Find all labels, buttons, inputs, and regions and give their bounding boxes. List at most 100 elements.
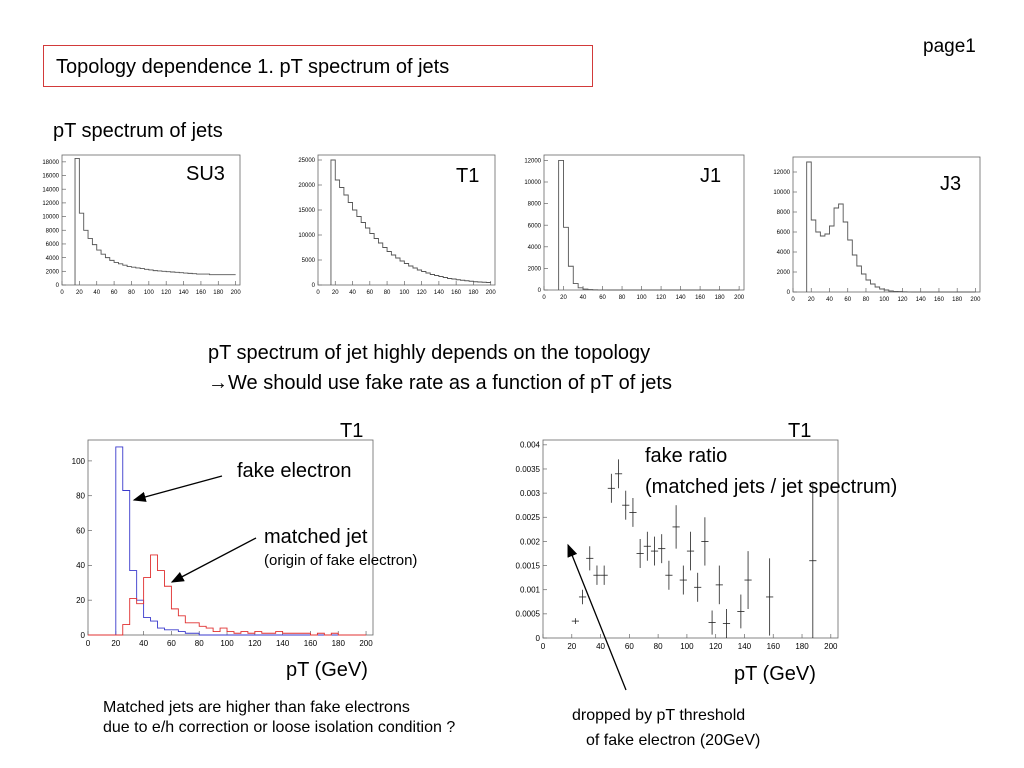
x-tick-label: 0 bbox=[541, 642, 546, 651]
x-tick-label: 160 bbox=[196, 290, 207, 296]
x-tick-label: 120 bbox=[897, 297, 908, 303]
x-tick-label: 180 bbox=[795, 642, 809, 651]
x-tick-label: 20 bbox=[567, 642, 576, 651]
x-tick-label: 120 bbox=[656, 295, 667, 301]
x-tick-label: 200 bbox=[734, 295, 745, 301]
y-tick-label: 0.001 bbox=[520, 586, 541, 595]
threshold-note-line-1: dropped by pT threshold bbox=[572, 707, 745, 724]
overlay-x-axis-label: pT (GeV) bbox=[286, 659, 368, 681]
y-tick-label: 100 bbox=[72, 457, 86, 466]
y-tick-label: 2000 bbox=[777, 270, 791, 276]
y-tick-label: 0.0025 bbox=[516, 513, 541, 522]
x-tick-label: 100 bbox=[144, 290, 155, 296]
x-tick-label: 40 bbox=[349, 290, 356, 296]
x-tick-label: 0 bbox=[791, 297, 795, 303]
panel-label-su3: SU3 bbox=[186, 163, 225, 185]
conclusion-line-2-text: We should use fake rate as a function of… bbox=[228, 372, 672, 394]
ratio-x-axis-label: pT (GeV) bbox=[734, 663, 816, 685]
x-tick-label: 60 bbox=[366, 290, 373, 296]
y-tick-label: 80 bbox=[76, 492, 85, 501]
x-tick-label: 0 bbox=[542, 295, 546, 301]
panel-label-t1: T1 bbox=[456, 165, 479, 187]
y-tick-label: 12000 bbox=[773, 170, 790, 176]
x-tick-label: 60 bbox=[111, 290, 118, 296]
chart-frame bbox=[317, 154, 496, 286]
section-heading: pT spectrum of jets bbox=[53, 120, 223, 142]
x-tick-label: 60 bbox=[599, 295, 606, 301]
x-tick-label: 100 bbox=[399, 290, 410, 296]
x-tick-label: 180 bbox=[715, 295, 726, 301]
histogram-series-1 bbox=[88, 446, 367, 636]
x-tick-label: 200 bbox=[486, 290, 497, 296]
y-tick-label: 16000 bbox=[42, 174, 59, 180]
x-tick-label: 160 bbox=[451, 290, 462, 296]
x-tick-label: 140 bbox=[738, 642, 752, 651]
fake-ratio-sub-label: (matched jets / jet spectrum) bbox=[645, 476, 897, 498]
y-tick-label: 0 bbox=[536, 634, 541, 643]
y-tick-label: 0 bbox=[56, 283, 60, 289]
x-tick-label: 200 bbox=[970, 297, 981, 303]
x-tick-label: 20 bbox=[111, 639, 120, 648]
page-number: page1 bbox=[923, 36, 976, 57]
ratio-chart-title: T1 bbox=[788, 420, 811, 442]
chart-frame bbox=[542, 439, 839, 639]
x-tick-label: 120 bbox=[161, 290, 172, 296]
y-tick-label: 6000 bbox=[777, 230, 791, 236]
x-tick-label: 180 bbox=[332, 639, 346, 648]
x-tick-label: 200 bbox=[824, 642, 838, 651]
x-tick-label: 120 bbox=[709, 642, 723, 651]
x-tick-label: 160 bbox=[304, 639, 318, 648]
x-tick-label: 140 bbox=[916, 297, 927, 303]
y-tick-label: 20 bbox=[76, 596, 85, 605]
histogram-series-1 bbox=[330, 159, 491, 285]
panel-label-j3: J3 bbox=[940, 173, 961, 195]
x-tick-label: 100 bbox=[637, 295, 648, 301]
bottom-note-line-2: due to e/h correction or loose isolation… bbox=[103, 719, 456, 736]
matched-jet-arrow bbox=[170, 537, 257, 583]
fake-electron-arrow bbox=[132, 475, 223, 502]
y-tick-label: 12000 bbox=[524, 159, 541, 165]
y-tick-label: 8000 bbox=[46, 228, 60, 234]
x-tick-label: 140 bbox=[676, 295, 687, 301]
x-tick-label: 40 bbox=[596, 642, 605, 651]
x-tick-label: 0 bbox=[86, 639, 91, 648]
x-tick-label: 40 bbox=[93, 290, 100, 296]
x-tick-label: 160 bbox=[767, 642, 781, 651]
y-tick-label: 10000 bbox=[42, 215, 59, 221]
y-tick-label: 10000 bbox=[773, 190, 790, 196]
x-tick-label: 80 bbox=[619, 295, 626, 301]
x-tick-label: 80 bbox=[128, 290, 135, 296]
y-tick-label: 6000 bbox=[528, 223, 542, 229]
y-tick-label: 0 bbox=[787, 290, 791, 296]
panel-label-j1: J1 bbox=[700, 165, 721, 187]
y-tick-label: 10000 bbox=[524, 180, 541, 186]
x-tick-label: 140 bbox=[434, 290, 445, 296]
bottom-note: Matched jets are higher than fake electr… bbox=[103, 698, 455, 738]
histogram-series-1 bbox=[806, 161, 976, 293]
y-tick-label: 8000 bbox=[777, 210, 791, 216]
x-tick-label: 180 bbox=[468, 290, 479, 296]
x-tick-label: 140 bbox=[179, 290, 190, 296]
x-tick-label: 180 bbox=[952, 297, 963, 303]
x-tick-label: 100 bbox=[879, 297, 890, 303]
y-tick-label: 0 bbox=[538, 288, 542, 294]
x-tick-label: 0 bbox=[60, 290, 64, 296]
conclusion-line-1: pT spectrum of jet highly depends on the… bbox=[208, 342, 651, 364]
y-tick-label: 6000 bbox=[46, 242, 60, 248]
y-tick-label: 4000 bbox=[528, 245, 542, 251]
x-tick-label: 160 bbox=[934, 297, 945, 303]
x-tick-label: 60 bbox=[167, 639, 176, 648]
y-tick-label: 18000 bbox=[42, 160, 59, 166]
x-tick-label: 20 bbox=[76, 290, 83, 296]
fake-ratio-label: fake ratio bbox=[645, 445, 727, 467]
slide-title: Topology dependence 1. pT spectrum of je… bbox=[43, 45, 593, 87]
y-tick-label: 40 bbox=[76, 561, 85, 570]
right-arrow-icon: → bbox=[208, 372, 228, 394]
threshold-arrow bbox=[567, 543, 627, 691]
y-tick-label: 0 bbox=[81, 631, 86, 640]
y-tick-label: 8000 bbox=[528, 202, 542, 208]
x-tick-label: 100 bbox=[680, 642, 694, 651]
y-tick-label: 2000 bbox=[46, 269, 60, 275]
x-tick-label: 0 bbox=[316, 290, 320, 296]
y-tick-label: 0.002 bbox=[520, 537, 541, 546]
